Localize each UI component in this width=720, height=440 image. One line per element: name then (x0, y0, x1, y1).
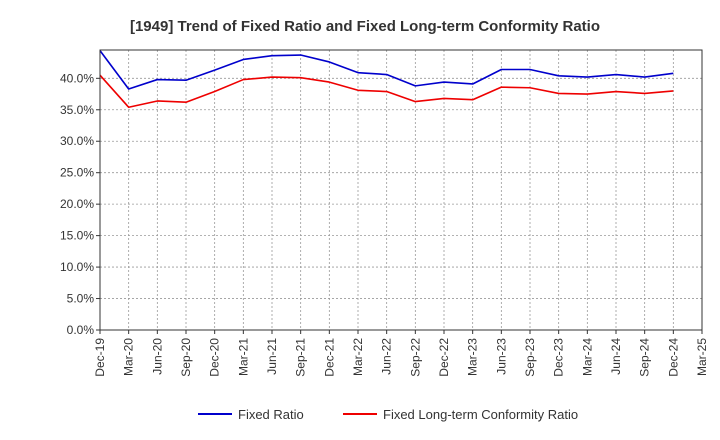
series-line-fixed-ratio (99, 50, 674, 90)
y-tick-label: 0.0% (67, 323, 95, 337)
x-tick-label: Jun-23 (494, 338, 508, 375)
x-tick-label: Sep-23 (523, 338, 537, 377)
series-line-fixed-long-term-conformity-ratio (99, 74, 674, 109)
y-tick-label: 20.0% (60, 197, 94, 211)
grid-lines (100, 50, 702, 330)
x-tick-label: Mar-24 (580, 338, 594, 376)
x-tick-label: Sep-22 (408, 338, 422, 377)
x-tick-label: Jun-21 (265, 338, 279, 375)
x-tick-label: Dec-20 (208, 338, 222, 377)
y-tick-label: 25.0% (60, 166, 94, 180)
y-tick-label: 35.0% (60, 103, 94, 117)
x-axis: Dec-19 Mar-20 Jun-20 Sep-20 Dec-20 Mar-21 Jun-… (93, 330, 709, 377)
x-tick-label: Dec-24 (666, 338, 680, 377)
y-tick-label: 10.0% (60, 260, 94, 274)
x-tick-label: Sep-20 (179, 338, 193, 377)
x-tick-label: Mar-21 (236, 338, 250, 376)
x-tick-label: Sep-21 (294, 338, 308, 377)
plot-area (99, 49, 703, 331)
chart-title: [1949] Trend of Fixed Ratio and Fixed Lo… (130, 18, 600, 35)
x-tick-label: Jun-24 (609, 338, 623, 375)
x-tick-label: Mar-20 (122, 338, 136, 376)
x-tick-label: Dec-19 (93, 338, 107, 377)
y-tick-label: 30.0% (60, 134, 94, 148)
series-layer (99, 50, 674, 109)
x-tick-label: Mar-22 (351, 338, 365, 376)
y-tick-label: 5.0% (67, 292, 95, 306)
legend-label-fixed-ratio: Fixed Ratio (238, 407, 304, 422)
plot-frame (99, 49, 703, 331)
x-tick-label: Dec-23 (552, 338, 566, 377)
x-tick-label: Sep-24 (638, 338, 652, 377)
y-axis: 0.0% 5.0% 10.0% 15.0% 20.0% 25.0% 30.0% 35.0% 40… (60, 71, 100, 337)
x-tick-label: Jun-22 (380, 338, 394, 375)
x-tick-label: Mar-23 (466, 338, 480, 376)
legend-label-fixed-long-term-conformity-ratio: Fixed Long-term Conformity Ratio (383, 407, 578, 422)
y-tick-label: 15.0% (60, 229, 94, 243)
legend: Fixed Ratio Fixed Long-term Conformity R… (198, 407, 578, 422)
x-tick-label: Jun-20 (150, 338, 164, 375)
x-tick-label: Mar-25 (695, 338, 709, 376)
x-tick-label: Dec-21 (322, 338, 336, 377)
x-tick-label: Dec-22 (437, 338, 451, 377)
y-tick-label: 40.0% (60, 71, 94, 85)
